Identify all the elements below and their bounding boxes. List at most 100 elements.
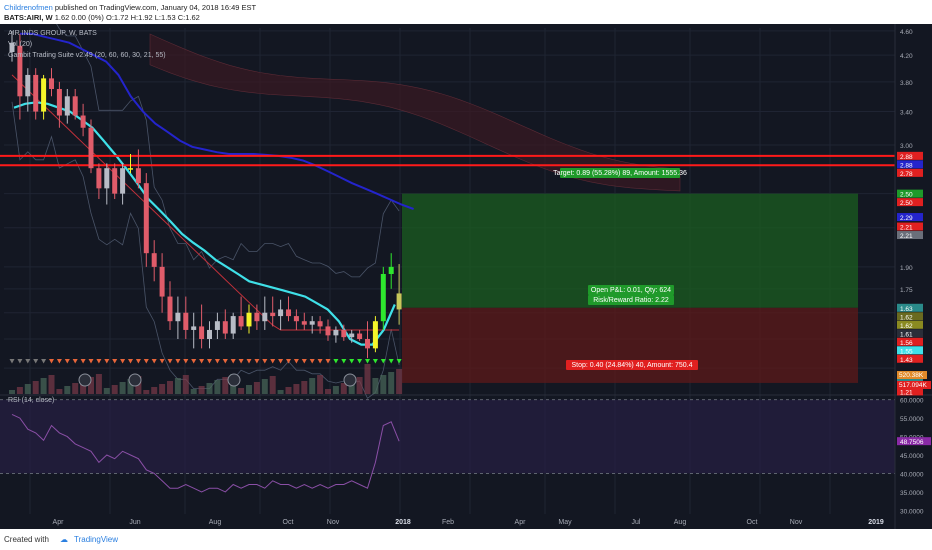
volume-tag-bg [897, 371, 927, 379]
volume-bar [317, 375, 324, 394]
cloud-band [149, 33, 681, 192]
signal-triangle [333, 359, 339, 364]
candle-body [49, 78, 54, 89]
price-tick: 1.56 [900, 340, 913, 347]
volume-bar [356, 377, 363, 394]
volume-label: 520.38K [899, 372, 924, 379]
signal-triangle [9, 359, 15, 364]
rsi-band [0, 399, 895, 474]
price-tag-bg [897, 329, 923, 338]
signal-triangle [56, 359, 62, 364]
earnings-icon [78, 373, 92, 387]
signal-triangle [309, 359, 315, 364]
candle-body [278, 309, 284, 317]
candle-body [222, 321, 228, 334]
signal-triangle [230, 359, 236, 364]
volume-bar [372, 378, 379, 394]
signal-triangle [222, 359, 228, 364]
candle-body [270, 312, 276, 317]
price-chart-svg[interactable]: Target: 0.89 (55.28%) 89, Amount: 1555.3… [0, 24, 932, 529]
price-tick: 3.00 [900, 143, 913, 150]
volume-bar [340, 383, 347, 394]
author-link[interactable]: Childrenofmen [4, 3, 53, 12]
quote-line: BATS:AIRI, W 1.62 0.00 (0%) O:1.72 H:1.9… [4, 13, 200, 22]
stop-label: Stop: 0.40 (24.84%) 40, Amount: 750.4 [566, 360, 698, 370]
baseline-line [13, 101, 396, 346]
volume-bar [285, 387, 292, 394]
candle-body [214, 321, 220, 330]
time-axis-label: Jul [632, 519, 641, 526]
signal-triangle [167, 359, 173, 364]
price-tag-bg [897, 312, 923, 321]
candle-body [88, 127, 94, 169]
signal-triangle [365, 359, 370, 364]
upper-envelope-line [56, 24, 400, 278]
signal-triangle [112, 359, 118, 364]
price-tag-bg [897, 337, 923, 346]
lower-envelope-line [11, 101, 400, 399]
volume-bar [64, 386, 71, 394]
candle-body [120, 168, 126, 194]
footer-brand[interactable]: TradingView [74, 535, 119, 544]
volume-bar [80, 380, 87, 394]
published-text: published on TradingView.com, January 04… [54, 3, 257, 12]
candle-body [56, 88, 62, 116]
price-tick: 2.50 [900, 192, 913, 199]
volume-bar [253, 382, 260, 394]
target-label-bg [560, 168, 680, 178]
signal-triangle [17, 359, 23, 364]
rsi-tick: 40.0000 [900, 471, 924, 478]
candle-body [246, 312, 252, 327]
volume-bar [388, 372, 395, 394]
time-axis-label: Oct [747, 519, 758, 526]
time-axis-label: Oct [283, 519, 294, 526]
signal-triangle [396, 359, 402, 364]
signal-triangle [64, 359, 70, 364]
price-tag-bg [897, 213, 923, 222]
price-tag-bg [897, 231, 923, 240]
signal-triangle [270, 359, 276, 364]
candle-body [80, 115, 86, 128]
volume-bar [167, 381, 173, 394]
pnl-label-bg [588, 285, 674, 295]
signal-triangle [175, 359, 181, 364]
volume-bar [222, 377, 229, 394]
time-axis-label: Jun [129, 519, 140, 526]
time-axis-label: Feb [442, 519, 454, 526]
price-tick: 1.61 [900, 331, 913, 338]
candle-body [396, 293, 402, 310]
candle-body [325, 326, 331, 336]
signal-triangle [191, 359, 197, 364]
volume-bar [9, 390, 15, 394]
volume-bar [269, 376, 276, 394]
candle-body [238, 316, 244, 327]
volume-bar [293, 384, 300, 394]
target-label-text: Target: 0.89 (55.28%) 89, Amount: 1555.3… [553, 170, 687, 177]
chart-panel[interactable]: Target: 0.89 (55.28%) 89, Amount: 1555.3… [0, 24, 932, 529]
volume-bar [127, 379, 134, 394]
signal-triangle [286, 359, 291, 364]
volume-bar [364, 364, 371, 394]
candle-body [104, 168, 110, 189]
volume-bar [48, 375, 55, 394]
price-tag-bg [897, 160, 923, 169]
volume-bar [198, 386, 205, 394]
volume-bar [32, 381, 39, 394]
signal-triangle [49, 359, 54, 364]
legend-title: AIR INDS GROUP, W, BATS [8, 30, 97, 37]
price-tag-bg [897, 168, 923, 177]
signal-triangle [388, 359, 394, 364]
signal-triangle [135, 359, 141, 364]
price-tag-bg [897, 189, 923, 198]
candle-body [230, 316, 236, 334]
price-tick: 2.50 [900, 200, 913, 207]
rr-label-text: Risk/Reward Ratio: 2.22 [593, 297, 669, 304]
candle-body [199, 326, 205, 340]
rsi-tick: 45.0000 [900, 453, 924, 460]
signal-triangle [41, 359, 47, 364]
pnl-label: Open P&L: 0.01, Qty: 624 [588, 285, 674, 295]
legend-rsi: RSI (14, close) [8, 397, 55, 404]
earnings-icon [227, 373, 241, 387]
signal-triangle [262, 359, 268, 364]
price-tag-bg [897, 387, 923, 396]
